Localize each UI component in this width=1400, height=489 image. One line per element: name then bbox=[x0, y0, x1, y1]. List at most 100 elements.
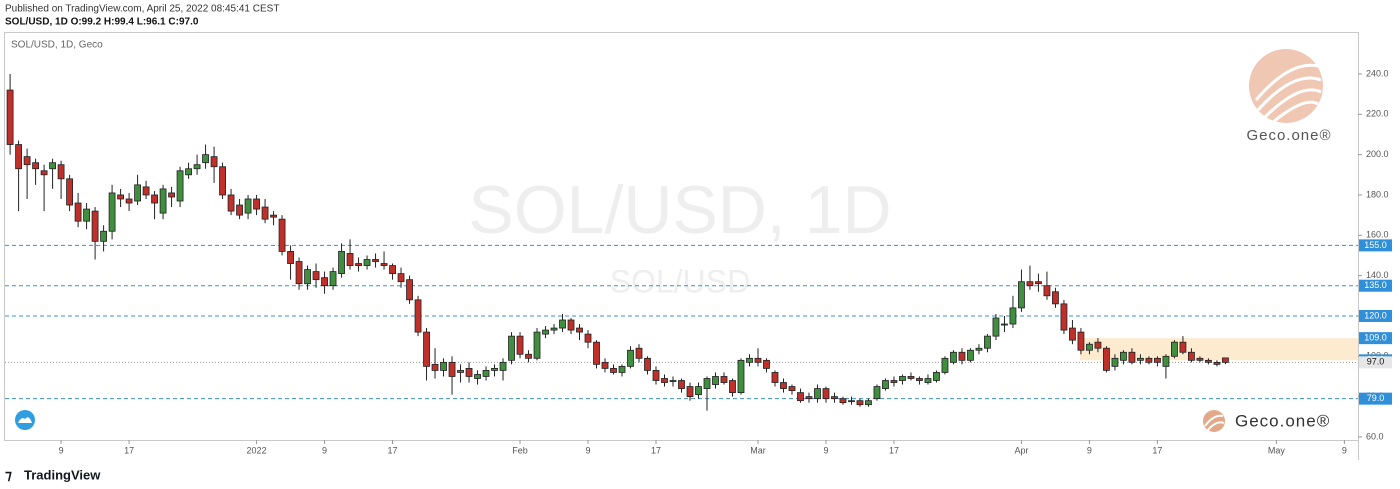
candle-body bbox=[448, 361, 456, 377]
candle-body bbox=[848, 400, 855, 403]
candle-body bbox=[159, 188, 167, 214]
x-tick-label: Mar bbox=[750, 445, 766, 455]
candle-body bbox=[40, 170, 48, 176]
level-box bbox=[1359, 239, 1392, 252]
candle-body bbox=[839, 398, 847, 404]
zone-high-box bbox=[1359, 332, 1392, 345]
plot bbox=[5, 73, 1358, 411]
candle-body bbox=[57, 164, 65, 180]
candle-body bbox=[193, 164, 201, 170]
candle-body bbox=[1094, 341, 1102, 349]
x-tick-label: Feb bbox=[512, 445, 528, 455]
candle-body bbox=[1077, 331, 1085, 351]
candle-body bbox=[593, 341, 600, 365]
candle-body bbox=[1213, 361, 1221, 365]
x-tick-label: 17 bbox=[651, 445, 661, 455]
candle-body bbox=[244, 198, 252, 214]
quote: SOL/USD, 1D O:99.2 H:99.4 L:96.1 C:97.0 bbox=[5, 17, 199, 28]
candle-body bbox=[1137, 357, 1144, 361]
candle-body bbox=[831, 396, 838, 400]
footer-text: TradingView bbox=[24, 467, 101, 482]
candle-body bbox=[134, 184, 141, 202]
candle-body bbox=[304, 269, 311, 285]
candle-body bbox=[933, 372, 940, 381]
candle-body bbox=[814, 388, 821, 400]
candle-body bbox=[74, 202, 82, 222]
candle-body bbox=[720, 376, 728, 383]
candle-body bbox=[1145, 357, 1153, 363]
candle-body bbox=[576, 327, 583, 333]
candle-body bbox=[176, 170, 184, 202]
x-tick-label: 17 bbox=[1152, 445, 1162, 455]
candle-body bbox=[465, 368, 473, 377]
y-tick-label: 140.0 bbox=[1366, 270, 1389, 280]
candle-body bbox=[856, 400, 864, 406]
candle-body bbox=[550, 327, 558, 331]
logo-small-stripes bbox=[1204, 414, 1225, 432]
logo-large: Geco.one® bbox=[1246, 49, 1331, 144]
candle-body bbox=[975, 347, 983, 351]
candle-body bbox=[1111, 357, 1119, 367]
candle-body bbox=[780, 382, 787, 389]
candle-body bbox=[202, 154, 209, 164]
candle-body bbox=[312, 271, 320, 281]
legend: SOL/USD, 1D, Geco bbox=[11, 40, 103, 51]
watermark-sub: SOL/USD bbox=[610, 263, 750, 299]
candle-body bbox=[227, 194, 235, 212]
candle-body bbox=[941, 357, 949, 373]
candle-body bbox=[678, 380, 685, 389]
candle-body bbox=[533, 331, 541, 359]
candle-body bbox=[703, 378, 711, 389]
candle-body bbox=[236, 204, 243, 216]
y-tick-label: 200.0 bbox=[1366, 149, 1389, 159]
candle-body bbox=[984, 335, 991, 349]
candle-body bbox=[431, 363, 439, 371]
candle-body bbox=[100, 230, 107, 242]
candle-body bbox=[788, 386, 796, 391]
candle-body bbox=[890, 380, 898, 383]
candle-body bbox=[916, 378, 923, 381]
level-label: 155.0 bbox=[1364, 240, 1387, 250]
candle-body bbox=[712, 376, 719, 385]
candle-body bbox=[49, 162, 56, 170]
candle-body bbox=[601, 361, 609, 369]
level-box bbox=[1359, 309, 1392, 322]
candle-body bbox=[23, 156, 31, 166]
candle-body bbox=[168, 192, 175, 198]
candle-body bbox=[729, 380, 736, 394]
candle-body bbox=[508, 335, 515, 361]
candle-body bbox=[618, 365, 626, 373]
zone bbox=[1080, 338, 1358, 361]
candle-body bbox=[117, 194, 124, 200]
candle-body bbox=[644, 357, 651, 371]
candle-body bbox=[1043, 285, 1051, 297]
candle-body bbox=[491, 368, 498, 371]
candle-body bbox=[6, 89, 14, 145]
candle-body bbox=[355, 263, 362, 266]
candle-body bbox=[584, 333, 592, 343]
x-tick-label: 17 bbox=[124, 445, 134, 455]
candle-body bbox=[525, 353, 532, 359]
footer-brand: ⁊ TradingView bbox=[5, 467, 101, 483]
candle-body bbox=[1128, 351, 1136, 363]
candle-body bbox=[542, 329, 549, 335]
candle-body bbox=[1222, 357, 1229, 363]
candle-body bbox=[1052, 291, 1059, 305]
candle-body bbox=[321, 277, 328, 287]
level-label: 135.0 bbox=[1364, 280, 1387, 290]
candle-body bbox=[746, 357, 753, 363]
candle-body bbox=[329, 271, 337, 287]
candle-body bbox=[219, 166, 226, 196]
candle-body bbox=[440, 361, 447, 371]
candle-body bbox=[652, 370, 660, 381]
last-price-label: 97.0 bbox=[1367, 357, 1385, 367]
tv-badge-cloud bbox=[18, 417, 32, 423]
level-box bbox=[1359, 392, 1392, 405]
x-tick-label: May bbox=[1268, 445, 1286, 455]
x-tick-label: 9 bbox=[823, 445, 828, 455]
x-tick-label: 17 bbox=[388, 445, 398, 455]
candle-body bbox=[754, 357, 762, 363]
candle-body bbox=[151, 194, 158, 204]
candle-body bbox=[610, 368, 617, 373]
